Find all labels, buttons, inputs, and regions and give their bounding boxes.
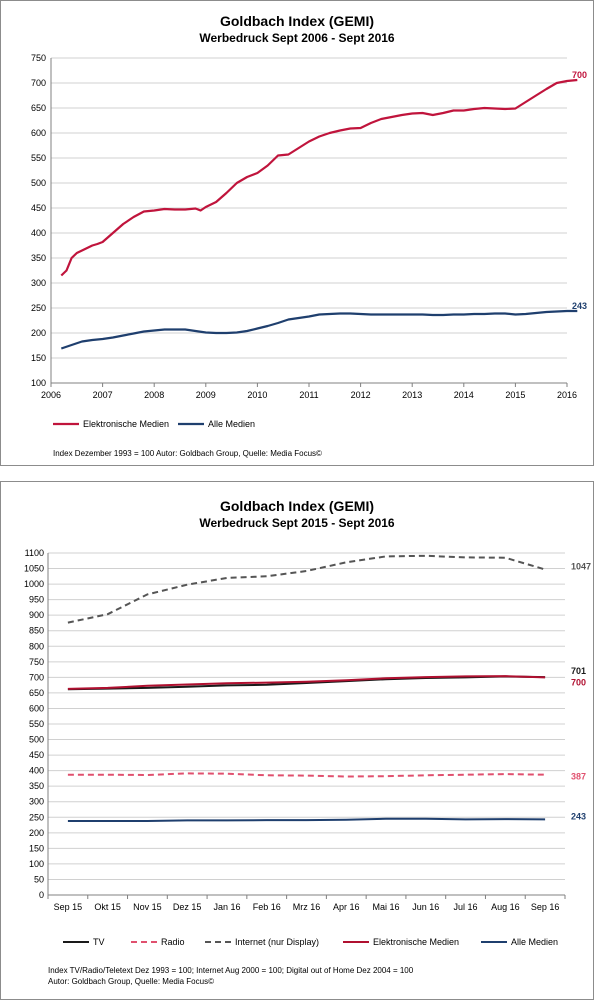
x-tick-label: Jan 16 (213, 902, 240, 912)
y-tick-label: 850 (29, 626, 44, 636)
y-tick-label: 800 (29, 641, 44, 651)
legend-label-1: Elektronische Medien (83, 419, 169, 429)
chart2-subtitle: Werbedruck Sept 2015 - Sept 2016 (199, 516, 395, 530)
chart1-source-note: Index Dezember 1993 = 100 Autor: Goldbac… (53, 449, 322, 458)
x-tick-label: 2008 (144, 390, 164, 400)
y-tick-label: 50 (34, 874, 44, 884)
end-label-2: 387 (571, 772, 586, 782)
y-tick-label: 250 (31, 303, 46, 313)
series-line-2 (60, 309, 578, 350)
series-line-1 (60, 78, 578, 277)
legend-label-4: Elektronische Medien (373, 937, 459, 947)
chart-panel-1: Goldbach Index (GEMI) Werbedruck Sept 20… (0, 0, 594, 466)
chart1-title: Goldbach Index (GEMI) (219, 13, 374, 29)
y-tick-label: 500 (31, 178, 46, 188)
y-tick-label: 350 (31, 253, 46, 263)
x-tick-label: Sep 15 (54, 902, 83, 912)
y-tick-label: 600 (31, 128, 46, 138)
y-tick-label: 500 (29, 735, 44, 745)
y-tick-label: 1100 (25, 548, 44, 558)
chart2-source-note-line1: Index TV/Radio/Teletext Dez 1993 = 100; … (48, 966, 414, 975)
y-tick-label: 950 (29, 595, 44, 605)
y-tick-label: 100 (29, 859, 44, 869)
x-tick-label: Okt 15 (94, 902, 121, 912)
y-tick-label: 0 (39, 890, 44, 900)
chart1-plot: 100 150 200 250 300 350 400 450 500 550 600 650 700 7… (31, 53, 587, 429)
y-tick-label: 700 (31, 78, 46, 88)
x-tick-label: 2013 (402, 390, 422, 400)
x-tick-label: Sep 16 (531, 902, 560, 912)
legend-label-5: Alle Medien (511, 937, 558, 947)
x-tick-label: Apr 16 (333, 902, 360, 912)
y-tick-label: 350 (29, 781, 44, 791)
y-tick-label: 650 (29, 688, 44, 698)
chart2-title: Goldbach Index (GEMI) (219, 498, 374, 514)
x-tick-label: 2006 (41, 390, 61, 400)
y-tick-label: 450 (31, 203, 46, 213)
x-tick-label: 2009 (196, 390, 216, 400)
end-label-4: 700 (571, 677, 586, 687)
y-tick-label: 200 (31, 328, 46, 338)
series-line-3 (67, 554, 546, 624)
y-tick-label: 700 (29, 672, 44, 682)
x-tick-label: 2012 (351, 390, 371, 400)
x-tick-label: Aug 16 (491, 902, 520, 912)
y-tick-label: 600 (29, 703, 44, 713)
x-tick-label: 2011 (299, 390, 318, 400)
x-tick-label: Dez 15 (173, 902, 202, 912)
end-label-3: 1047 (571, 561, 591, 571)
x-tick-label: 2007 (93, 390, 113, 400)
y-tick-label: 300 (31, 278, 46, 288)
end-label-1: 701 (571, 666, 586, 676)
end-label-1: 700 (572, 70, 587, 80)
x-tick-label: Nov 15 (133, 902, 162, 912)
legend-label-2: Alle Medien (208, 419, 255, 429)
series-line-1 (67, 675, 546, 691)
y-tick-label: 900 (29, 610, 44, 620)
y-tick-label: 300 (29, 797, 44, 807)
y-tick-label: 200 (29, 828, 44, 838)
legend-label-3: Internet (nur Display) (235, 937, 319, 947)
y-tick-label: 400 (29, 766, 44, 776)
series-line-5 (67, 817, 546, 822)
x-tick-label: Jun 16 (412, 902, 439, 912)
y-tick-label: 450 (29, 750, 44, 760)
y-tick-label: 750 (29, 657, 44, 667)
y-tick-label: 150 (31, 353, 46, 363)
x-tick-label: 2014 (454, 390, 474, 400)
series-line-2 (67, 772, 546, 778)
chart2-plot: 0 50 100 150 200 250 300 350 400 450 500 550 600 650 7… (24, 548, 591, 947)
end-label-5: 243 (571, 811, 586, 821)
y-tick-label: 400 (31, 228, 46, 238)
x-tick-label: Jul 16 (454, 902, 478, 912)
y-tick-label: 550 (29, 719, 44, 729)
x-tick-label: 2015 (505, 390, 525, 400)
y-tick-label: 550 (31, 153, 46, 163)
chart-panel-2: Goldbach Index (GEMI) Werbedruck Sept 20… (0, 481, 594, 1000)
series-line-4 (67, 675, 546, 690)
legend-label-2: Radio (161, 937, 185, 947)
y-tick-label: 750 (31, 53, 46, 63)
y-tick-label: 1000 (24, 579, 44, 589)
x-tick-label: Mrz 16 (293, 902, 321, 912)
x-tick-label: Feb 16 (253, 902, 281, 912)
end-label-2: 243 (572, 301, 587, 311)
y-tick-label: 100 (31, 378, 46, 388)
x-tick-label: 2010 (247, 390, 267, 400)
x-tick-label: 2016 (557, 390, 577, 400)
y-tick-label: 250 (29, 812, 44, 822)
x-tick-label: Mai 16 (373, 902, 400, 912)
y-tick-label: 650 (31, 103, 46, 113)
y-tick-label: 1050 (24, 564, 44, 574)
y-tick-label: 150 (29, 843, 44, 853)
chart1-subtitle: Werbedruck Sept 2006 - Sept 2016 (199, 31, 395, 45)
legend-label-1: TV (93, 937, 105, 947)
chart2-source-note-line2: Autor: Goldbach Group, Quelle: Media Foc… (48, 977, 214, 986)
